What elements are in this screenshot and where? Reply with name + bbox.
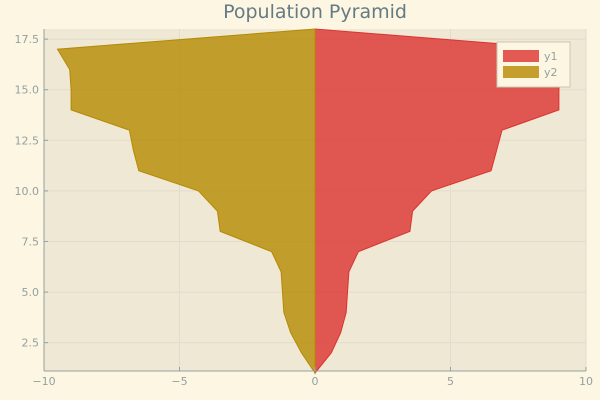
legend-box	[496, 41, 571, 88]
x-tick-label: 5	[447, 375, 454, 388]
x-tick-label: 10	[579, 375, 593, 388]
y-tick-label: 17.5	[15, 33, 40, 46]
legend-label-y2: y2	[544, 66, 558, 79]
legend: y1 y2	[496, 41, 571, 88]
x-tick-label: −10	[32, 375, 55, 388]
y-tick-label: 15.0	[15, 84, 40, 97]
chart-title: Population Pyramid	[223, 1, 407, 23]
y-tick-label: 12.5	[15, 134, 40, 147]
y-tick-label: 10.0	[15, 185, 40, 198]
legend-swatch-y2	[503, 66, 539, 78]
y-tick-label: 7.5	[22, 235, 40, 248]
x-tick-label: 0	[312, 375, 319, 388]
y-tick-label: 5.0	[22, 286, 40, 299]
axes: −10 −5 0 5 10 2.5 5.0 7.5 10.0 12.5 15.0 17.5	[15, 29, 593, 388]
series-area-y2	[56, 28, 316, 375]
x-tick-label: −5	[171, 375, 187, 388]
legend-swatch-y1	[503, 50, 539, 62]
y-tick-label: 2.5	[22, 337, 40, 350]
legend-label-y1: y1	[544, 50, 558, 63]
